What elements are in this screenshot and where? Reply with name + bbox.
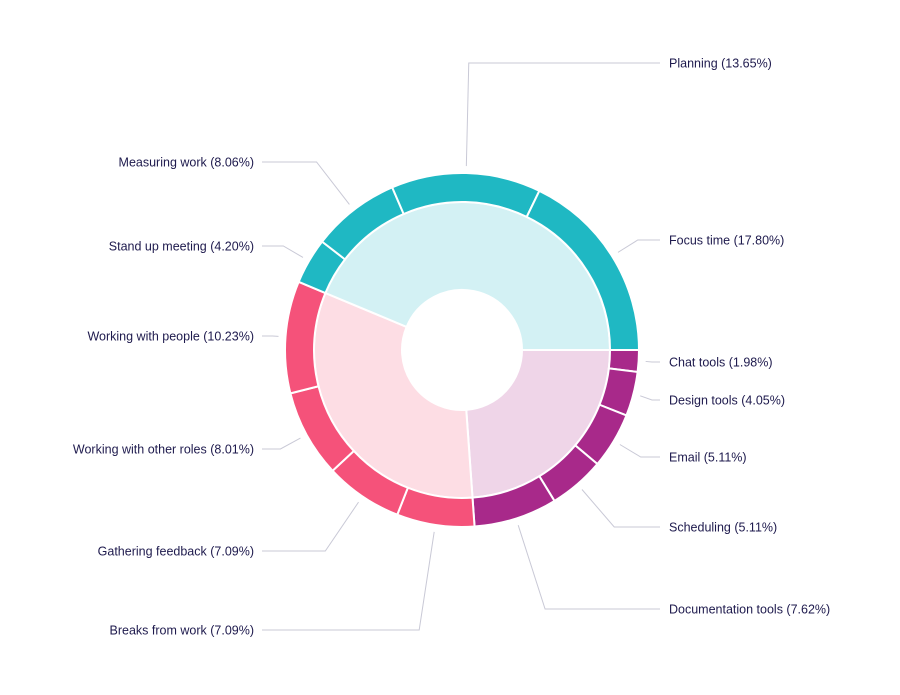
leader-line <box>645 360 660 363</box>
data-label: Documentation tools (7.62%) <box>669 603 830 617</box>
leader-line <box>617 239 660 253</box>
leader-line <box>262 531 435 631</box>
data-label: Email (5.11%) <box>669 451 747 465</box>
leader-line <box>262 245 304 258</box>
data-label: Stand up meeting (4.20%) <box>109 240 254 254</box>
data-label: Working with people (10.23%) <box>87 330 254 344</box>
data-label: Measuring work (8.06%) <box>119 156 254 170</box>
leader-line <box>619 444 660 458</box>
leader-line <box>640 395 660 401</box>
inner-segment-0[interactable] <box>465 349 612 499</box>
leader-line <box>517 525 660 610</box>
leader-line <box>465 62 660 167</box>
data-label: Breaks from work (7.09%) <box>110 624 254 638</box>
data-label: Gathering feedback (7.09%) <box>98 545 254 559</box>
data-label: Scheduling (5.11%) <box>669 521 777 535</box>
outer-segment-focus-time[interactable] <box>525 189 641 351</box>
data-label: Chat tools (1.98%) <box>669 356 773 370</box>
data-label: Design tools (4.05%) <box>669 394 785 408</box>
data-label: Focus time (17.80%) <box>669 234 784 248</box>
leader-line <box>581 489 660 528</box>
leader-line <box>262 501 359 552</box>
leader-line <box>262 437 301 450</box>
leader-line <box>262 161 350 205</box>
data-label: Working with other roles (8.01%) <box>73 443 254 457</box>
data-label: Planning (13.65%) <box>669 57 772 71</box>
